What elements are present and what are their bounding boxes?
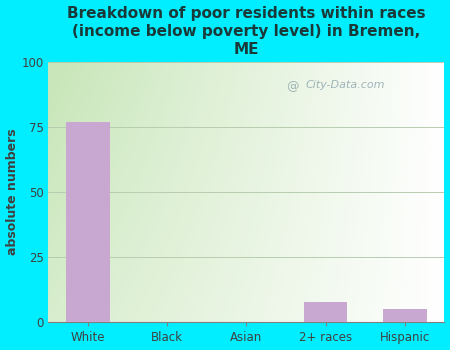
Bar [304,302,347,322]
Text: @: @ [286,80,298,93]
Bar [66,122,110,322]
Y-axis label: absolute numbers: absolute numbers [5,129,18,256]
Text: City-Data.com: City-Data.com [306,80,385,90]
Title: Breakdown of poor residents within races
(income below poverty level) in Bremen,: Breakdown of poor residents within races… [67,6,426,57]
Bar [383,309,427,322]
